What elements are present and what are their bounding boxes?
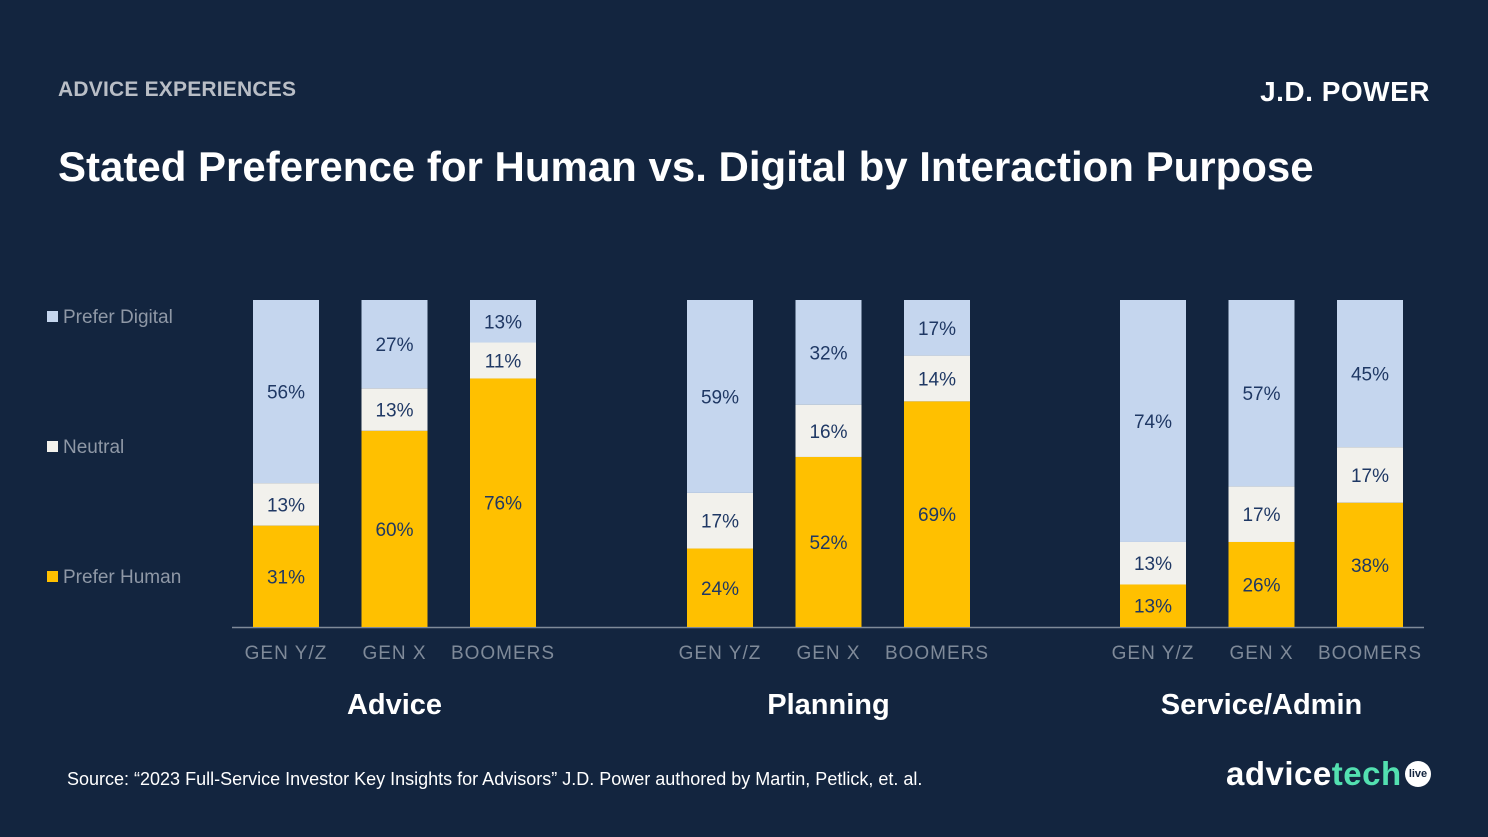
bar-planning-gen-y-z-neutral	[687, 492, 753, 549]
data-label-advice-gen-y-z-prefer-human: 31%	[267, 567, 305, 588]
bar-service-admin-boomers-prefer-human	[1337, 502, 1403, 627]
data-label-planning-gen-y-z-prefer-human: 24%	[701, 579, 739, 600]
bar-advice-boomers-prefer-digital	[470, 300, 536, 343]
legend-swatch-prefer-digital	[47, 311, 58, 322]
group-label-service-admin: Service/Admin	[1161, 689, 1362, 721]
data-label-service-admin-gen-y-z-neutral: 13%	[1134, 554, 1172, 575]
bar-planning-boomers-neutral	[904, 355, 970, 402]
data-label-planning-gen-y-z-prefer-digital: 59%	[701, 387, 739, 408]
data-label-advice-boomers-neutral: 11%	[485, 351, 522, 372]
data-label-advice-gen-y-z-prefer-digital: 56%	[267, 383, 305, 404]
group-label-advice: Advice	[347, 689, 442, 721]
page-title: Stated Preference for Human vs. Digital …	[58, 143, 1314, 190]
data-label-advice-boomers-prefer-digital: 13%	[484, 312, 522, 333]
x-tick-label-service-admin-boomers: BOOMERS	[1318, 643, 1422, 664]
bar-service-admin-gen-y-z-prefer-digital	[1120, 300, 1186, 542]
logo-part-tech: tech	[1331, 755, 1402, 792]
bar-service-admin-gen-y-z-neutral	[1120, 541, 1186, 585]
bar-planning-gen-y-z-prefer-digital	[687, 300, 753, 493]
bar-service-admin-boomers-prefer-digital	[1337, 300, 1403, 448]
source-note: Source: “2023 Full-Service Investor Key …	[67, 769, 923, 789]
x-tick-label-planning-gen-x: GEN X	[796, 643, 860, 664]
live-badge: live	[1405, 761, 1431, 787]
x-tick-label-advice-gen-y-z: GEN Y/Z	[245, 643, 328, 664]
bar-advice-gen-y-z-prefer-human	[253, 525, 319, 627]
data-label-planning-gen-x-prefer-digital: 32%	[809, 343, 847, 364]
legend-swatch-neutral	[47, 441, 58, 452]
data-label-planning-boomers-prefer-digital: 17%	[918, 319, 956, 340]
bar-advice-gen-y-z-neutral	[253, 483, 319, 526]
data-label-service-admin-gen-x-neutral: 17%	[1242, 505, 1280, 526]
data-label-service-admin-gen-x-prefer-human: 26%	[1242, 575, 1280, 596]
bar-planning-gen-x-neutral	[795, 404, 862, 457]
bar-service-admin-gen-x-neutral	[1228, 486, 1295, 542]
bar-advice-gen-y-z-prefer-digital	[253, 300, 319, 484]
x-tick-label-planning-boomers: BOOMERS	[885, 643, 989, 664]
data-label-planning-gen-x-prefer-human: 52%	[809, 533, 847, 554]
data-label-service-admin-gen-x-prefer-digital: 57%	[1242, 384, 1280, 405]
data-label-advice-boomers-prefer-human: 76%	[484, 494, 522, 515]
data-label-service-admin-boomers-prefer-digital: 45%	[1351, 365, 1389, 386]
x-tick-label-advice-gen-x: GEN X	[362, 643, 426, 664]
bar-advice-gen-x-neutral	[361, 388, 428, 431]
legend-swatch-prefer-human	[47, 571, 58, 582]
data-label-service-admin-gen-y-z-prefer-digital: 74%	[1134, 412, 1172, 433]
bar-advice-boomers-prefer-human	[470, 378, 536, 627]
advicetech-logo: advicetech	[1226, 755, 1402, 793]
bar-service-admin-gen-x-prefer-digital	[1228, 300, 1295, 487]
logo-part-advice: advice	[1226, 755, 1332, 792]
data-label-planning-gen-y-z-neutral: 17%	[701, 512, 739, 533]
bar-service-admin-gen-y-z-prefer-human	[1120, 584, 1186, 627]
bar-planning-boomers-prefer-digital	[904, 300, 970, 356]
bar-planning-boomers-prefer-human	[904, 401, 970, 627]
bar-planning-gen-x-prefer-human	[795, 456, 862, 627]
bar-advice-gen-x-prefer-digital	[361, 300, 428, 389]
data-label-planning-boomers-prefer-human: 69%	[918, 505, 956, 526]
x-tick-label-service-admin-gen-y-z: GEN Y/Z	[1112, 643, 1195, 664]
section-label: ADVICE EXPERIENCES	[58, 78, 297, 101]
data-label-advice-gen-x-neutral: 13%	[375, 401, 413, 422]
data-label-service-admin-boomers-neutral: 17%	[1351, 466, 1389, 487]
brand-logo: J.D. POWER	[1260, 76, 1430, 107]
data-label-advice-gen-y-z-neutral: 13%	[267, 495, 305, 516]
data-label-advice-gen-x-prefer-digital: 27%	[375, 335, 413, 356]
data-label-planning-boomers-neutral: 14%	[918, 369, 956, 390]
x-tick-label-planning-gen-y-z: GEN Y/Z	[679, 643, 762, 664]
bar-advice-gen-x-prefer-human	[361, 430, 428, 627]
x-tick-label-advice-boomers: BOOMERS	[451, 643, 555, 664]
legend-label-prefer-digital: Prefer Digital	[63, 307, 173, 328]
data-label-service-admin-gen-y-z-prefer-human: 13%	[1134, 597, 1172, 618]
bar-planning-gen-x-prefer-digital	[795, 300, 862, 405]
bar-service-admin-gen-x-prefer-human	[1228, 541, 1295, 627]
data-label-service-admin-boomers-prefer-human: 38%	[1351, 556, 1389, 577]
bar-planning-gen-y-z-prefer-human	[687, 548, 753, 627]
bar-service-admin-boomers-neutral	[1337, 447, 1403, 503]
legend-label-neutral: Neutral	[63, 437, 124, 458]
x-tick-label-service-admin-gen-x: GEN X	[1229, 643, 1293, 664]
data-label-advice-gen-x-prefer-human: 60%	[375, 520, 413, 541]
legend-label-prefer-human: Prefer Human	[63, 567, 181, 588]
data-label-planning-gen-x-neutral: 16%	[809, 422, 847, 443]
group-label-planning: Planning	[767, 689, 889, 721]
bar-advice-boomers-neutral	[470, 342, 536, 379]
